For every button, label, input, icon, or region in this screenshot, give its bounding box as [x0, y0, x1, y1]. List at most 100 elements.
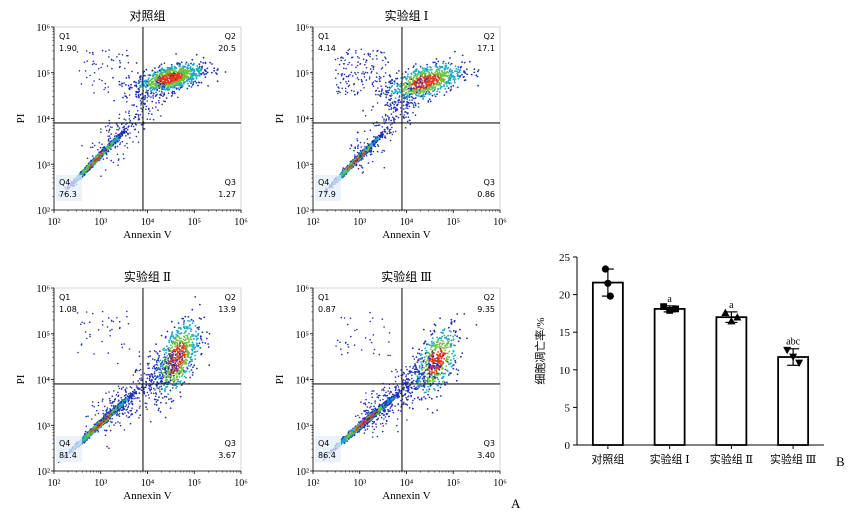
flow-event-dot: [145, 69, 147, 71]
flow-event-dot: [452, 78, 454, 80]
flow-event-dot: [159, 75, 161, 77]
flow-event-dot: [138, 115, 140, 117]
flow-event-dot: [118, 137, 120, 139]
flow-event-dot: [144, 75, 146, 77]
flow-event-dot: [217, 80, 219, 82]
flow-event-dot: [432, 62, 434, 64]
flow-event-dot: [145, 87, 147, 89]
flow-event-dot: [446, 76, 448, 78]
flow-event-dot: [428, 91, 430, 93]
flow-event-dot: [398, 70, 400, 72]
flow-event-dot: [181, 61, 183, 63]
flow-event-dot: [197, 85, 199, 87]
flow-event-dot: [155, 72, 157, 74]
x-tick-label: 10⁵: [188, 217, 202, 228]
flow-event-dot: [428, 78, 430, 80]
flow-event-dot: [164, 62, 166, 64]
flow-panel: 10²10²10³10³10⁴10⁴10⁵10⁵10⁶10⁶对照组Annexin…: [15, 9, 248, 241]
flow-event-dot: [191, 79, 193, 81]
flow-event-dot: [134, 116, 136, 118]
flow-event-dot: [396, 86, 398, 88]
flow-event-dot: [390, 105, 392, 107]
flow-event-dot: [92, 84, 94, 86]
flow-event-dot: [109, 144, 111, 146]
flow-event-dot: [140, 100, 142, 102]
flow-event-dot: [475, 74, 477, 76]
flow-event-dot: [420, 90, 422, 92]
flow-event-dot: [341, 173, 343, 175]
flow-event-dot: [93, 162, 95, 164]
flow-event-dot: [105, 169, 107, 171]
flow-event-dot: [164, 80, 166, 82]
flow-event-dot: [140, 104, 142, 106]
flow-event-dot: [343, 171, 345, 173]
flow-event-dot: [167, 87, 169, 89]
flow-event-dot: [457, 69, 459, 71]
flow-event-dot: [396, 116, 398, 118]
flow-event-dot: [454, 80, 456, 82]
flow-event-dot: [140, 103, 142, 105]
flow-event-dot: [146, 89, 148, 91]
flow-event-dot: [411, 88, 413, 90]
flow-event-dot: [103, 152, 105, 154]
flow-event-dot: [148, 95, 150, 97]
flow-event-dot: [196, 54, 198, 56]
flow-event-dot: [89, 75, 91, 77]
flow-event-dot: [448, 78, 450, 80]
flow-event-dot: [196, 68, 198, 70]
flow-event-dot: [152, 107, 154, 109]
flow-event-dot: [119, 127, 121, 129]
flow-event-dot: [105, 87, 107, 89]
flow-event-dot: [153, 119, 155, 121]
flow-event-dot: [169, 85, 171, 87]
flow-event-dot: [151, 92, 153, 94]
flow-event-dot: [172, 79, 174, 81]
flow-event-dot: [387, 102, 389, 104]
flow-event-dot: [92, 52, 94, 54]
flow-event-dot: [391, 79, 393, 81]
flow-event-dot: [141, 101, 143, 103]
flow-event-dot: [436, 91, 438, 93]
flow-event-dot: [179, 65, 181, 67]
flow-event-dot: [158, 100, 160, 102]
flow-event-dot: [108, 120, 110, 122]
flow-event-dot: [427, 93, 429, 95]
flow-event-dot: [409, 79, 411, 81]
flow-event-dot: [413, 90, 415, 92]
flow-event-dot: [407, 90, 409, 92]
flow-event-dot: [225, 71, 227, 73]
flow-event-dot: [445, 83, 447, 85]
flow-event-dot: [102, 50, 104, 52]
flow-event-dot: [464, 72, 466, 74]
flow-event-dot: [105, 126, 107, 128]
flow-event-dot: [112, 77, 114, 79]
flow-event-dot: [125, 124, 127, 126]
quadrant-name: Q4: [59, 178, 70, 187]
flow-event-dot: [126, 96, 128, 98]
flow-event-dot: [423, 76, 425, 78]
flow-event-dot: [411, 83, 413, 85]
flow-event-dot: [149, 110, 151, 112]
flow-event-dot: [367, 138, 369, 140]
flow-event-dot: [413, 106, 415, 108]
flow-event-dot: [168, 92, 170, 94]
flow-event-dot: [424, 89, 426, 91]
flow-event-dot: [408, 68, 410, 70]
flow-event-dot: [360, 156, 362, 158]
flow-event-dot: [148, 113, 150, 115]
flow-event-dot: [404, 76, 406, 78]
flow-event-dot: [357, 140, 359, 142]
flow-event-dot: [100, 128, 102, 130]
flow-event-dot: [166, 79, 168, 81]
flow-event-dot: [138, 94, 140, 96]
flow-event-dot: [460, 66, 462, 68]
flow-event-dot: [384, 129, 386, 131]
flow-event-dot: [113, 100, 115, 102]
flow-event-dot: [145, 83, 147, 85]
flow-event-dot: [395, 109, 397, 111]
y-tick-label: 10⁵: [37, 69, 51, 80]
flow-event-dot: [426, 71, 428, 73]
flow-event-dot: [93, 63, 95, 65]
flow-event-dot: [163, 92, 165, 94]
